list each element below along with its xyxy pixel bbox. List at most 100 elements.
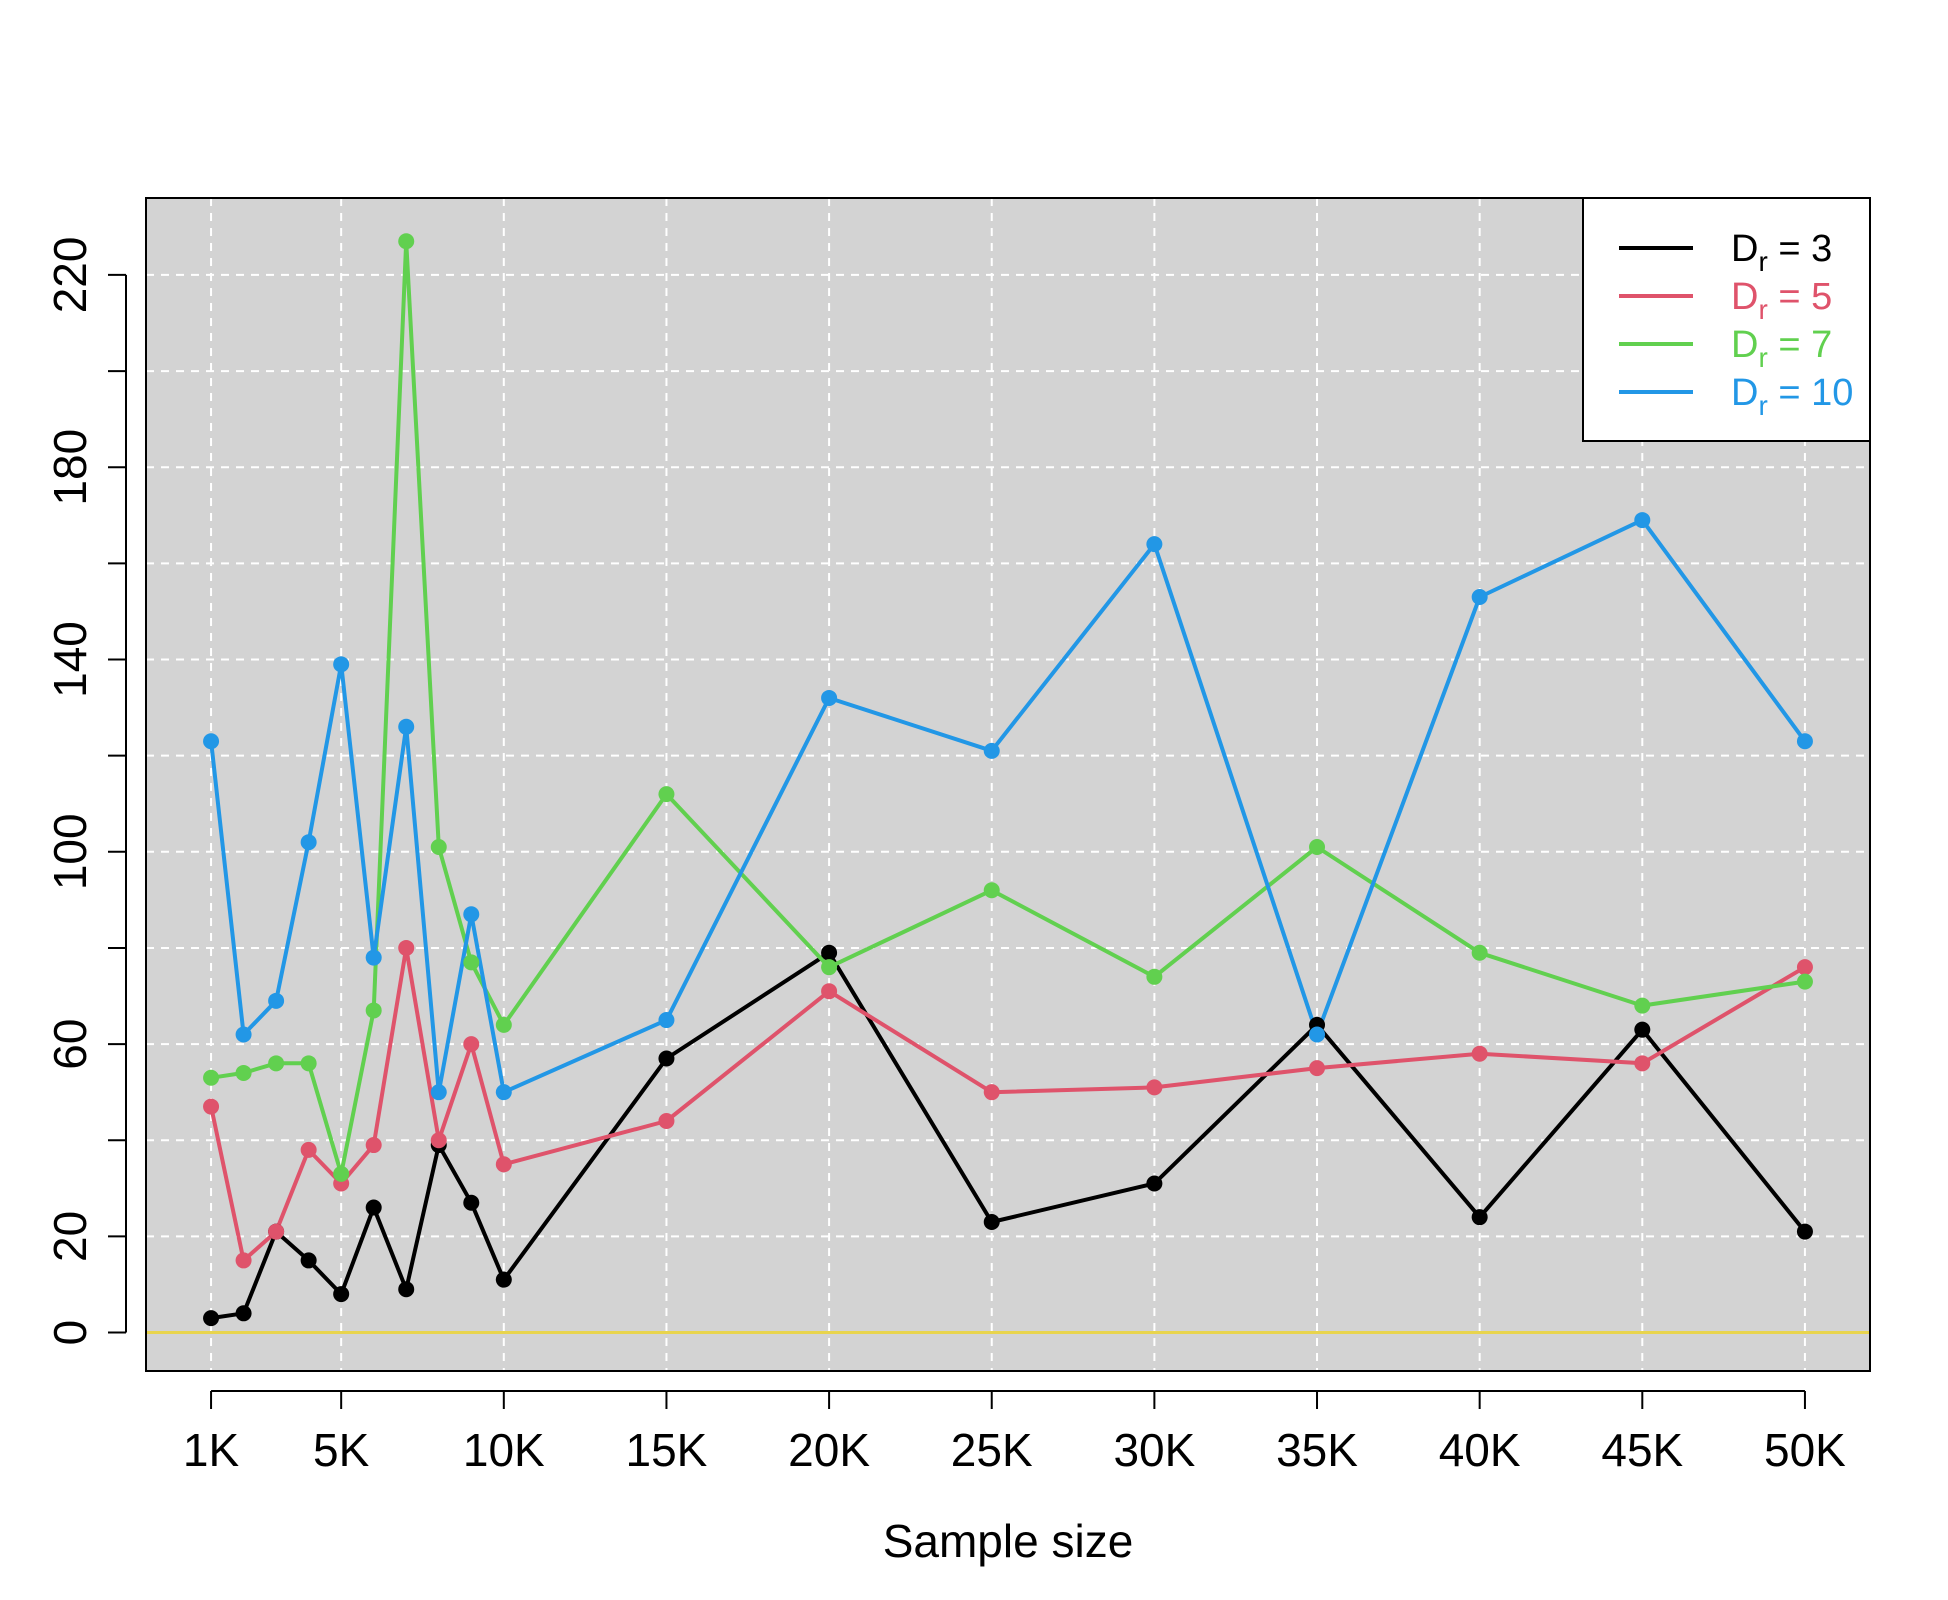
data-point-dr-3 [1146,1175,1163,1192]
x-tick-label: 30K [1113,1424,1195,1476]
data-point-dr-5 [983,1084,1000,1101]
series-line-dr-10 [209,518,1807,1095]
x-tick-label: 5K [313,1424,370,1476]
series-line-dr-5 [209,946,1806,1263]
data-point-dr-5 [1471,1045,1488,1062]
data-point-dr-10 [463,906,480,923]
x-tick-label: 35K [1276,1424,1358,1476]
x-tick-label: 15K [626,1424,708,1476]
y-tick-label: 220 [44,237,96,314]
data-point-dr-3 [983,1213,1000,1230]
data-point-dr-10 [365,949,382,966]
x-tick-label: 45K [1601,1424,1683,1476]
data-point-dr-10 [430,1084,447,1101]
data-point-dr-5 [495,1156,512,1173]
legend-label-dr-10: Dr = 10 [1731,372,1853,421]
data-point-dr-5 [235,1252,252,1269]
data-point-dr-3 [1471,1209,1488,1226]
data-point-dr-7 [1309,838,1326,855]
data-point-dr-7 [1796,973,1813,990]
x-tick-label: 25K [951,1424,1033,1476]
data-point-dr-7 [658,786,675,803]
data-point-dr-7 [1471,944,1488,961]
x-axis: 1K 5K 10K 15K 20K 25K 30K 35K 40K 45K 50K [183,1390,1846,1476]
data-point-dr-7 [1146,968,1163,985]
y-tick-label: 100 [44,813,96,890]
x-tick-label: 40K [1439,1424,1521,1476]
data-point-dr-10 [821,689,838,706]
data-point-dr-7 [1634,997,1651,1014]
data-point-dr-3 [1796,1223,1813,1240]
y-tick-label: 0 [44,1320,96,1346]
y-axis: 0 20 60 100 140 180 220 [44,237,127,1346]
data-point-dr-5 [658,1113,675,1130]
data-point-dr-7 [235,1064,252,1081]
data-point-dr-7 [430,838,447,855]
legend-label-dr-3: Dr = 3 [1731,228,1832,277]
data-point-dr-7 [821,959,838,976]
data-point-dr-7 [983,882,1000,899]
data-point-dr-7 [463,954,480,971]
data-point-dr-7 [203,1069,220,1086]
data-point-dr-3 [300,1252,317,1269]
data-point-dr-5 [821,983,838,1000]
data-point-dr-3 [658,1050,675,1067]
data-point-dr-10 [495,1084,512,1101]
data-point-dr-3 [495,1271,512,1288]
data-point-dr-5 [430,1132,447,1149]
data-point-dr-10 [203,733,220,750]
x-tick-label: 50K [1764,1424,1846,1476]
data-point-dr-7 [365,1002,382,1019]
data-point-dr-10 [300,834,317,851]
y-tick-label: 180 [44,429,96,506]
data-point-dr-10 [1471,589,1488,606]
x-tick-label: 20K [788,1424,870,1476]
data-point-dr-7 [268,1055,285,1072]
data-point-dr-7 [398,233,415,250]
data-point-dr-5 [365,1137,382,1154]
legend-label-dr-5: Dr = 5 [1731,276,1832,325]
data-point-dr-3 [463,1194,480,1211]
legend-box [1582,197,1871,442]
data-point-dr-3 [235,1305,252,1322]
x-tick-label: 1K [183,1424,240,1476]
data-point-dr-5 [268,1223,285,1240]
data-point-dr-10 [333,656,350,673]
data-point-dr-3 [398,1281,415,1298]
data-point-dr-7 [333,1165,350,1182]
data-point-dr-10 [1146,536,1163,553]
data-point-dr-3 [1634,1021,1651,1038]
legend: Dr = 3Dr = 5Dr = 7Dr = 10 [1582,197,1871,442]
x-tick-label: 10K [463,1424,545,1476]
x-axis-title: Sample size [883,1515,1134,1567]
plot-frame [145,197,1871,1372]
y-tick-label: 20 [44,1211,96,1262]
data-point-dr-5 [300,1141,317,1158]
data-point-dr-7 [495,1016,512,1033]
y-tick-label: 140 [44,621,96,698]
data-point-dr-10 [268,992,285,1009]
legend-label-dr-7: Dr = 7 [1731,324,1832,373]
data-point-dr-5 [1634,1055,1651,1072]
data-point-dr-7 [300,1055,317,1072]
data-point-dr-5 [1309,1060,1326,1077]
data-point-dr-3 [333,1286,350,1303]
series-points [203,233,1813,1327]
y-tick-label: 60 [44,1019,96,1070]
data-point-dr-3 [821,944,838,961]
data-point-dr-10 [398,718,415,735]
data-point-dr-10 [658,1012,675,1029]
data-point-dr-5 [203,1098,220,1115]
data-point-dr-5 [1796,959,1813,976]
data-point-dr-10 [1796,733,1813,750]
data-point-dr-3 [203,1310,220,1327]
data-point-dr-10 [1309,1026,1326,1043]
data-point-dr-5 [398,939,415,956]
data-point-dr-10 [235,1026,252,1043]
data-point-dr-3 [365,1199,382,1216]
data-point-dr-10 [983,742,1000,759]
data-point-dr-5 [1146,1079,1163,1096]
data-point-dr-5 [463,1036,480,1053]
data-point-dr-10 [1634,512,1651,529]
